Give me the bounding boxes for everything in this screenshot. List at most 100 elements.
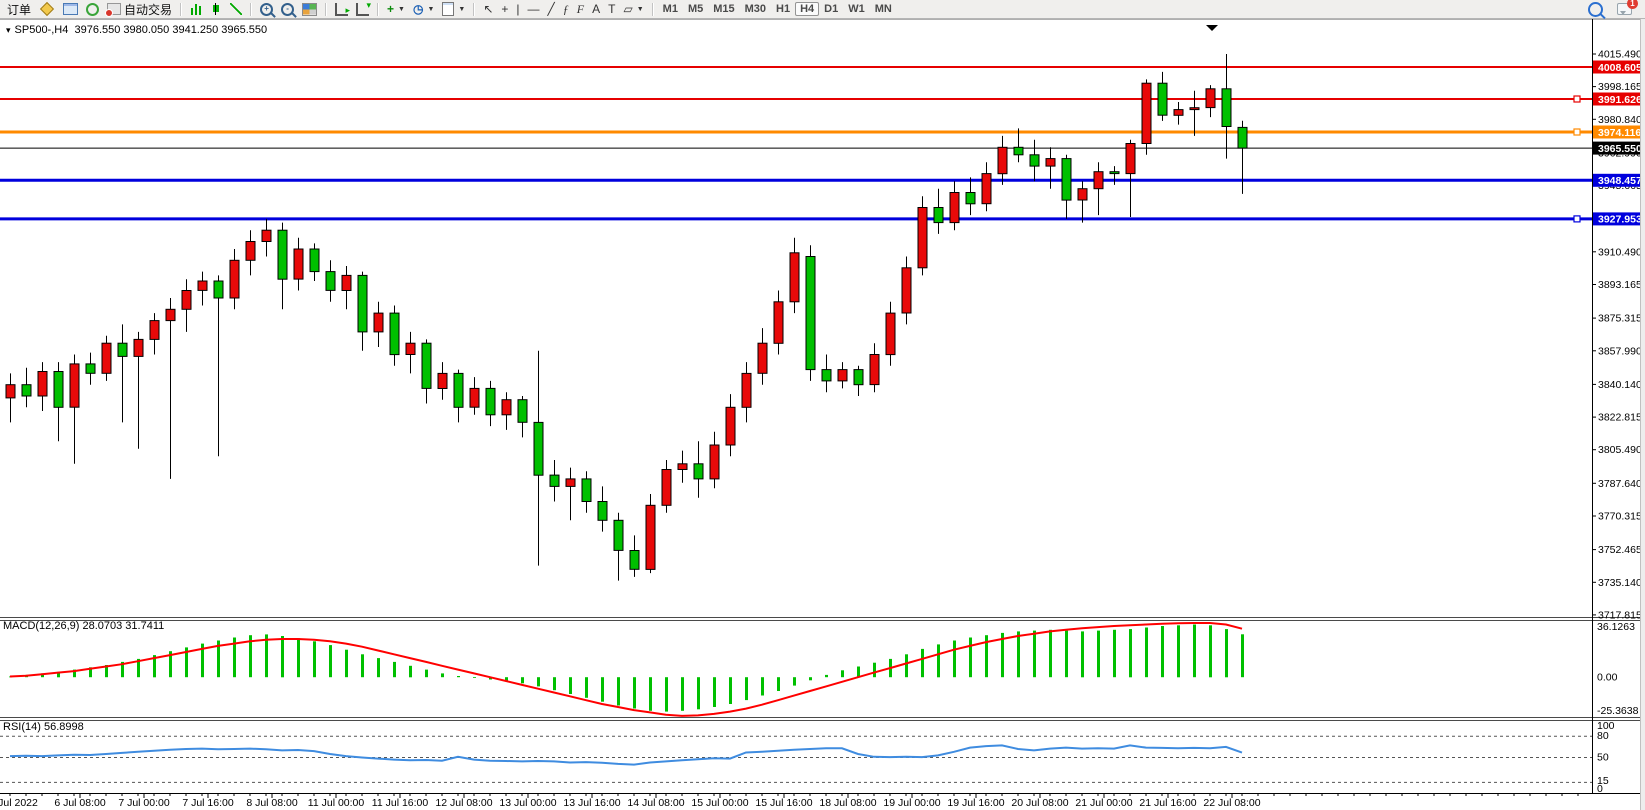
timeframe-M15[interactable]: M15 xyxy=(713,3,735,15)
macd-bar xyxy=(1193,624,1196,678)
time-label: 19 Jul 16:00 xyxy=(947,797,1004,809)
price-chip-label: 3965.550 xyxy=(1598,143,1642,155)
collapse-icon[interactable]: ▾ xyxy=(6,25,11,35)
macd-bar xyxy=(601,677,604,702)
search-icon[interactable] xyxy=(1588,1,1603,17)
timeframe-M5[interactable]: M5 xyxy=(687,3,704,15)
macd-bar xyxy=(505,677,508,681)
auto-scroll-icon[interactable] xyxy=(331,2,352,17)
time-label: 12 Jul 08:00 xyxy=(435,797,492,809)
macd-bar xyxy=(201,643,204,678)
time-label: Jul 2022 xyxy=(0,797,38,809)
zoom-in-icon[interactable]: + xyxy=(256,2,277,17)
macd-bar xyxy=(521,677,524,684)
timeframe-MN[interactable]: MN xyxy=(874,3,892,15)
hline-marker[interactable] xyxy=(1573,128,1581,136)
shapes-tool[interactable]: ▱ ▼ xyxy=(619,1,647,17)
toolbar-group: 订单 自动交易 xyxy=(3,0,176,18)
timeframe-D1[interactable]: D1 xyxy=(824,3,839,15)
new-order-icon[interactable] xyxy=(35,1,59,17)
indicators-button[interactable]: + ▼ xyxy=(383,1,409,17)
price-chip-3965.550[interactable] xyxy=(1593,141,1640,155)
candle-body xyxy=(869,354,880,386)
auto-trading-button-label: 自动交易 xyxy=(124,2,173,17)
orders-button[interactable]: 订单 xyxy=(3,0,35,19)
signals-icon[interactable] xyxy=(82,2,103,17)
macd-axis-max: 36.1263 xyxy=(1597,621,1635,633)
macd-indicator-label: MACD(12,26,9) 28.0703 31.7411 xyxy=(3,620,165,632)
cursor-tool[interactable]: ↖ xyxy=(479,1,497,17)
line-chart-icon[interactable] xyxy=(226,2,246,16)
fibonacci-fan-tool[interactable]: F xyxy=(573,1,588,17)
hline-marker[interactable] xyxy=(1573,215,1581,223)
bar-chart-icon[interactable] xyxy=(186,2,206,16)
candle-body xyxy=(293,248,304,280)
candle-body xyxy=(1093,171,1104,190)
chart-shift-icon[interactable] xyxy=(352,0,373,17)
trendline-tool-glyph: ╱ xyxy=(547,2,555,16)
price-chip-3927.953[interactable] xyxy=(1593,212,1640,226)
toolbar-group: + - xyxy=(256,0,321,18)
candle-body xyxy=(1205,88,1216,109)
toolbar-group xyxy=(331,0,373,18)
templates-button[interactable]: ▼ xyxy=(438,1,469,17)
fibonacci-tool[interactable]: ƒ xyxy=(559,1,573,17)
candle-body xyxy=(69,363,80,408)
candle-body xyxy=(965,192,976,205)
timeframe-H4[interactable]: H4 xyxy=(795,2,820,16)
candle-body xyxy=(5,384,16,399)
trendline-tool[interactable]: ╱ xyxy=(544,1,559,17)
candle-body xyxy=(181,290,192,310)
periods-button[interactable]: ◷ ▼ xyxy=(409,1,438,17)
timeframe-M1[interactable]: M1 xyxy=(662,3,678,15)
price-tick-label: 3840.140 xyxy=(1598,379,1642,391)
price-chip-3991.626[interactable] xyxy=(1593,92,1640,106)
timeframe-M30[interactable]: M30 xyxy=(744,3,767,15)
macd-bar xyxy=(217,640,220,678)
candle-body xyxy=(661,469,672,506)
time-label: 6 Jul 08:00 xyxy=(54,797,106,809)
candle-body xyxy=(853,369,864,386)
rsi-line xyxy=(9,744,1243,766)
chat-icon[interactable]: 1 xyxy=(1617,0,1638,15)
macd-bar xyxy=(265,634,268,678)
market-watch-icon[interactable] xyxy=(59,2,82,16)
toolbar-right: 1 xyxy=(1588,0,1642,17)
macd-bar xyxy=(569,677,572,694)
candle-body xyxy=(837,369,848,382)
candle-body xyxy=(949,192,960,224)
candle-body xyxy=(405,342,416,356)
auto-trading-button[interactable]: 自动交易 xyxy=(103,0,176,19)
time-label: 7 Jul 00:00 xyxy=(118,797,170,809)
crosshair-tool[interactable]: + xyxy=(497,1,512,17)
chart-shift-marker[interactable] xyxy=(1206,25,1218,31)
zoom-out-icon: - xyxy=(281,2,295,16)
text-label-tool[interactable]: T xyxy=(604,1,619,17)
macd-bar xyxy=(1241,634,1244,678)
macd-bar xyxy=(537,677,540,687)
time-label: 7 Jul 16:00 xyxy=(182,797,234,809)
symbol-timeframe-label: SP500-,H4 xyxy=(14,24,69,36)
timeframe-H1[interactable]: H1 xyxy=(776,3,791,15)
timeframe-W1[interactable]: W1 xyxy=(848,3,865,15)
price-chip-3948.457[interactable] xyxy=(1593,173,1640,187)
cursor-tool-glyph: ↖ xyxy=(483,2,494,16)
price-chip-4008.605[interactable] xyxy=(1593,60,1640,74)
hline-marker[interactable] xyxy=(1573,95,1581,103)
candle-body xyxy=(197,280,208,291)
zoom-out-icon[interactable]: - xyxy=(277,2,298,17)
macd-bar xyxy=(1049,629,1052,678)
macd-bar xyxy=(233,637,236,678)
macd-bar xyxy=(1065,630,1068,678)
horizontal-line-tool[interactable]: — xyxy=(524,1,544,17)
text-tool[interactable]: A xyxy=(588,1,604,17)
tile-windows-icon[interactable] xyxy=(298,2,321,17)
macd-bar xyxy=(1113,629,1116,678)
macd-bar xyxy=(425,669,428,678)
price-chip-label: 4008.605 xyxy=(1598,62,1642,74)
price-chip-3974.116[interactable] xyxy=(1593,125,1640,139)
candlestick-chart-icon[interactable] xyxy=(206,2,226,16)
macd-bar xyxy=(585,677,588,698)
vertical-line-tool[interactable]: | xyxy=(512,1,523,17)
